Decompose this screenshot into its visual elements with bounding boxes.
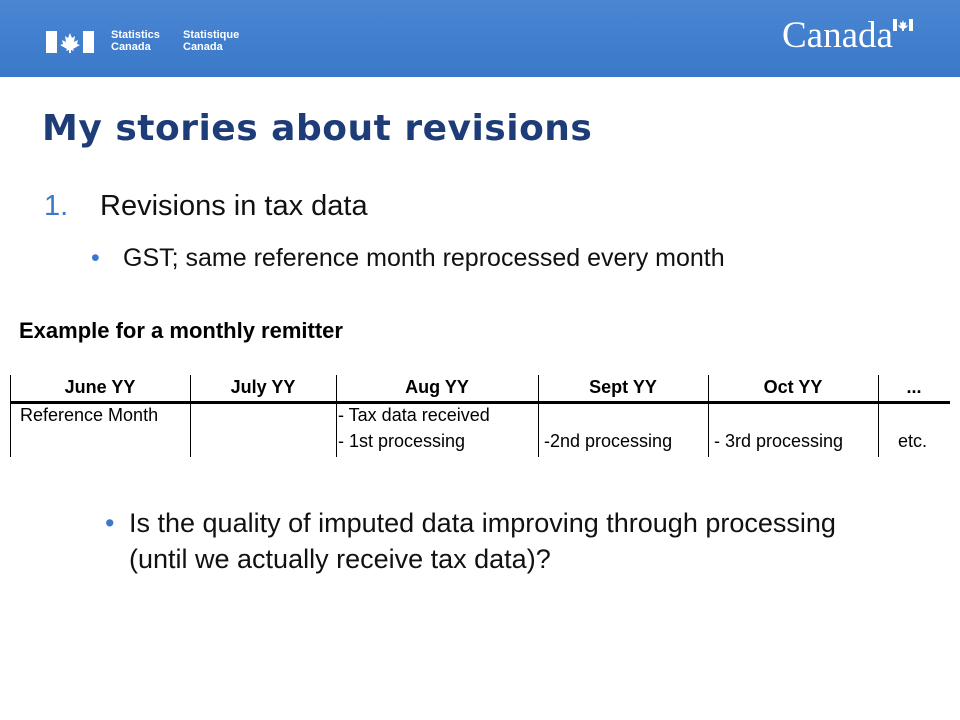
agency-fr-line2: Canada (183, 41, 223, 53)
table-cell: Reference Month (20, 405, 159, 425)
timeline-table: June YY July YY Aug YY Sept YY Oct YY ..… (10, 375, 950, 457)
column-header: Aug YY (405, 377, 469, 397)
sub-bullet: • GST; same reference month reprocessed e… (91, 244, 725, 273)
table-cell: - 3rd processing (714, 431, 844, 451)
column-divider (538, 375, 539, 457)
table-cell: - 1st processing (338, 431, 466, 451)
question-text: Is the quality of imputed data improving… (129, 508, 836, 574)
header-bar: Statistics Canada Statistique Canada Can… (0, 0, 960, 77)
item-number: 1. (44, 190, 69, 222)
column-header: Sept YY (589, 377, 657, 397)
agency-name-fr: Statistique Canada (183, 29, 239, 53)
column-divider (708, 375, 709, 457)
bullet-icon: • (105, 508, 115, 538)
slide-title: My stories about revisions (42, 108, 593, 149)
question-bullet: • Is the quality of imputed data improvi… (105, 505, 845, 577)
table-cell: -2nd processing (544, 431, 673, 451)
agency-name-en: Statistics Canada (111, 29, 160, 53)
column-divider (10, 375, 11, 457)
item-text: Revisions in tax data (100, 190, 368, 222)
bullet-icon: • (91, 244, 100, 272)
wordmark-flag-icon (893, 19, 913, 31)
column-divider (336, 375, 337, 457)
example-title: Example for a monthly remitter (19, 318, 343, 343)
table-cell: etc. (898, 431, 928, 451)
canada-wordmark: Canada (782, 15, 893, 56)
agency-fr-line1: Statistique (183, 29, 240, 41)
numbered-item: 1. Revisions in tax data (44, 190, 368, 223)
agency-en-line1: Statistics (111, 29, 160, 41)
table-cell: - Tax data received (338, 405, 490, 425)
timeline-header-rule (10, 401, 950, 404)
column-divider (878, 375, 879, 457)
canada-flag-icon (46, 31, 94, 53)
column-header: July YY (230, 377, 296, 397)
column-header: Oct YY (763, 377, 823, 397)
column-header: ... (906, 377, 922, 397)
sub-bullet-text: GST; same reference month reprocessed ev… (123, 244, 725, 272)
column-divider (190, 375, 191, 457)
column-header: June YY (64, 377, 136, 397)
agency-en-line2: Canada (111, 41, 151, 53)
